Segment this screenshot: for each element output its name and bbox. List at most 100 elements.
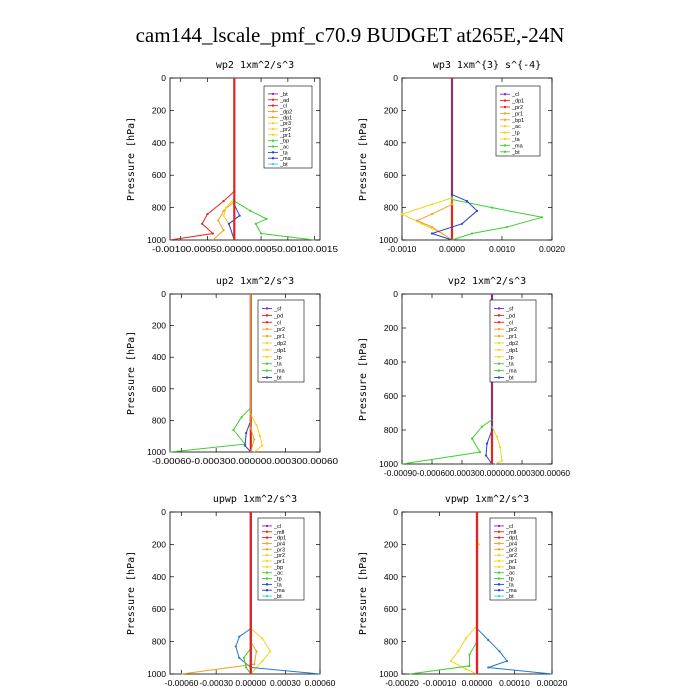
y-tick-label: 600 <box>152 604 166 614</box>
plot-frame <box>169 293 321 453</box>
series-point <box>450 203 454 206</box>
legend: _cl_mfl_dp1_pr4_pr3_ar2_pr1_ba_ac_tp_ta_… <box>489 517 537 601</box>
legend-marker <box>503 93 507 96</box>
legend-marker <box>271 162 275 166</box>
series-point <box>477 543 480 546</box>
y-tick-label: 200 <box>384 539 398 549</box>
x-tick-label: 0.00030 <box>270 678 301 688</box>
figure-title: cam144_lscale_pmf_c70.9 BUDGET at265E,-2… <box>136 23 565 47</box>
y-tick-label: 800 <box>384 425 398 435</box>
y-tick-label: 0 <box>161 73 166 83</box>
legend-marker <box>265 369 269 372</box>
legend-entry: _bt <box>279 92 288 98</box>
y-tick-label: 400 <box>152 572 166 582</box>
panels: wp2 1xm^2/s^3 Pressure [hPa] 0 200 400 600 800… <box>126 60 570 688</box>
series-point <box>261 637 264 640</box>
plot-frame <box>169 77 321 241</box>
legend-entry: _dp2 <box>505 341 518 347</box>
legend-marker <box>497 307 501 310</box>
legend: _bt_ad_cl_dp2_dp1_pr3_pr2_pr1_bp_ac_ta_m… <box>263 85 313 169</box>
series-point <box>234 645 237 648</box>
series-line-4 <box>223 78 235 241</box>
y-tick-label: 1000 <box>147 235 166 245</box>
legend-marker <box>503 131 507 134</box>
legend-entry: _pr3 <box>279 121 291 127</box>
plot-frame <box>401 77 553 241</box>
series-point <box>261 444 264 447</box>
legend-marker <box>497 334 501 338</box>
series-point <box>261 659 264 663</box>
series-point <box>222 214 225 217</box>
y-axis-label: Pressure [hPa] <box>358 551 369 635</box>
series-point <box>485 442 489 445</box>
series-point <box>258 435 262 438</box>
legend-entry: _ac <box>273 571 283 577</box>
series-line-4 <box>409 512 478 675</box>
series-point <box>269 650 272 653</box>
legend-marker <box>265 594 269 598</box>
x-tick-label: -0.0010 <box>388 244 417 254</box>
legend-marker <box>497 530 501 533</box>
series-point <box>478 451 482 454</box>
legend-entry: _tp <box>273 355 282 361</box>
legend-marker <box>497 594 501 598</box>
legend-entry: _bp <box>273 565 283 571</box>
legend-marker <box>265 355 269 359</box>
legend-entry: _ma <box>279 156 292 162</box>
legend-entry: _ma <box>273 369 286 375</box>
panel-6: vpwp 1xm^2/s^3 Pressure [hPa] 0 200 400 600 80… <box>358 494 568 688</box>
series-point <box>243 444 247 447</box>
legend-marker <box>265 565 269 569</box>
legend-entry: _ta <box>273 582 283 588</box>
y-tick-label: 200 <box>152 539 166 549</box>
legend-entry: _ba <box>505 565 516 571</box>
legend-marker <box>497 524 501 528</box>
series-point <box>487 638 490 642</box>
panel-title: wp3 1xm^{3} s^{-4} <box>433 60 541 71</box>
legend-entry: _pr3 <box>273 547 285 553</box>
y-tick-label: 600 <box>152 384 166 394</box>
series-line-4 <box>181 512 258 675</box>
legend-entry: _pd <box>273 313 283 319</box>
series-point <box>498 650 501 653</box>
legend-marker <box>503 144 507 147</box>
legend-marker <box>265 553 269 557</box>
legend-entry: _tp <box>505 577 514 583</box>
y-tick-label: 0 <box>161 507 166 517</box>
legend-marker <box>265 314 269 317</box>
x-tick-label: -0.00030 <box>199 678 233 688</box>
legend-marker <box>271 116 275 119</box>
series-point <box>430 232 434 235</box>
legend-entry: _tp <box>511 131 520 137</box>
plot-frame <box>169 511 321 675</box>
series-point <box>232 428 235 431</box>
legend-marker <box>271 92 275 96</box>
y-tick-label: 1000 <box>379 669 398 679</box>
y-tick-label: 200 <box>152 321 166 331</box>
x-tick-labels: -0.00060-0.000300.000000.000300.00060 <box>152 456 338 466</box>
series-point <box>430 203 434 206</box>
series-point <box>505 225 509 229</box>
series-point <box>484 454 488 457</box>
legend-entry: _ta <box>511 137 521 143</box>
legend-marker <box>265 571 269 574</box>
y-tick-label: 1000 <box>147 669 166 679</box>
legend-marker <box>497 376 501 379</box>
legend-marker <box>271 110 275 113</box>
series-point <box>240 416 243 419</box>
legend-marker <box>503 125 507 128</box>
x-tick-labels: -0.00090-0.000600.000300.000000.000300.0… <box>384 468 570 478</box>
legend-entry: _pr1 <box>273 334 285 340</box>
legend-marker <box>265 548 269 551</box>
legend-entry: _dp2 <box>279 109 292 115</box>
series-line-2 <box>401 294 493 465</box>
series-point <box>211 232 214 235</box>
series-point <box>450 193 454 196</box>
legend-marker <box>265 334 269 338</box>
panel-title: up2 1xm^2/s^3 <box>216 276 294 287</box>
legend-marker <box>271 121 275 125</box>
series-point <box>464 668 467 671</box>
series-line-2 <box>400 78 453 241</box>
series-point <box>470 437 474 440</box>
legend-entry: _bt <box>505 376 514 382</box>
